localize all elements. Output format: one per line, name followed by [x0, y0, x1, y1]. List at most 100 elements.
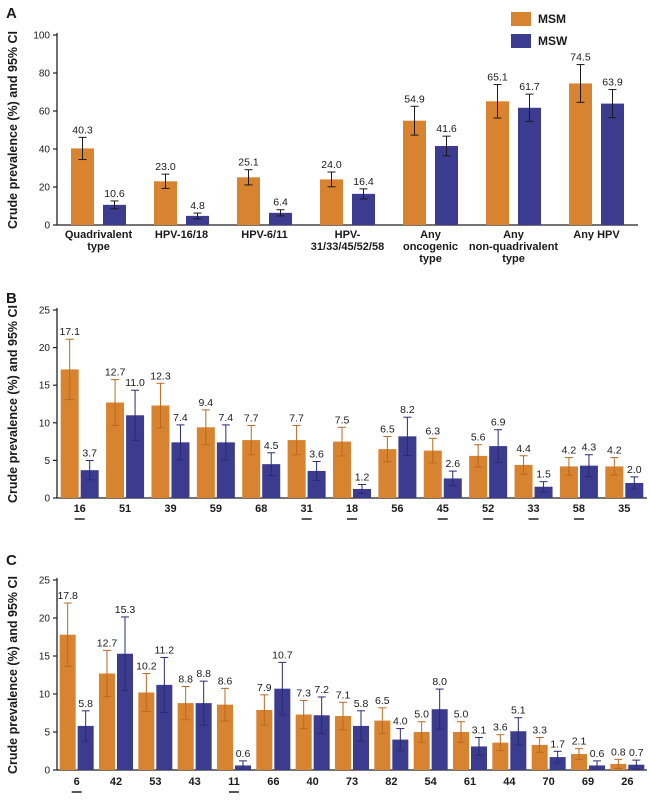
x-tick-label: 42: [110, 776, 122, 788]
bar-msw: [518, 107, 541, 225]
data-label-msw: 0.7: [629, 747, 644, 759]
y-tick-label: 20: [39, 343, 51, 354]
x-tick-label: 52: [482, 503, 494, 515]
y-tick-label: 15: [39, 381, 51, 392]
x-tick-label: 54: [425, 776, 438, 788]
y-tick-label: 5: [44, 456, 50, 467]
data-label-msm: 5.0: [414, 709, 429, 721]
bar-msw: [601, 103, 624, 225]
bar-msw: [579, 465, 598, 498]
x-tick-label: 68: [255, 503, 267, 515]
x-tick-label: 45: [437, 503, 449, 515]
y-tick-label: 25: [39, 576, 51, 587]
data-label-msw: 0.6: [236, 748, 251, 760]
data-label-msw: 5.1: [511, 705, 526, 717]
bar-msw: [398, 436, 417, 498]
y-tick-label: 20: [39, 183, 51, 194]
data-label-msw: 11.0: [125, 377, 145, 389]
x-tick-label: 53: [149, 776, 161, 788]
bar-msm: [423, 450, 442, 498]
panel-letter: C: [6, 552, 17, 569]
bar-msm: [106, 402, 125, 498]
x-tick-label: HPV-16/18: [155, 229, 208, 241]
data-label-msm: 17.8: [57, 590, 78, 602]
y-tick-label: 40: [39, 145, 51, 156]
data-label-msw: 41.6: [436, 123, 457, 135]
data-label-msw: 3.6: [309, 448, 324, 460]
bar-msm: [60, 369, 79, 498]
x-tick-label: type: [502, 253, 525, 265]
data-label-msw: 10.7: [272, 649, 293, 661]
x-tick-label: 26: [621, 776, 633, 788]
y-tick-label: 10: [39, 690, 51, 701]
y-tick-label: 60: [39, 107, 51, 118]
data-label-msw: 7.4: [219, 412, 234, 424]
data-label-msm: 5.0: [454, 709, 469, 721]
bar-msw: [262, 464, 281, 498]
data-label-msw: 4.5: [264, 440, 279, 452]
x-tick-label: 82: [385, 776, 397, 788]
bar-msm: [242, 440, 261, 498]
data-label-msw: 4.8: [190, 200, 205, 212]
data-label-msm: 7.3: [296, 687, 311, 699]
x-tick-label: Any: [503, 229, 525, 241]
x-tick-label: 6: [74, 776, 80, 788]
x-tick-label: Any: [420, 229, 442, 241]
data-label-msm: 25.1: [238, 157, 259, 169]
bar-msm: [333, 441, 351, 498]
bar-msw: [534, 486, 553, 498]
legend-label-msw: MSW: [538, 34, 568, 48]
y-tick-label: 15: [39, 652, 51, 663]
bar-msm: [196, 427, 215, 498]
data-label-msm: 8.8: [178, 674, 193, 686]
x-tick-label: 31/33/45/52/58: [311, 241, 384, 253]
data-label-msm: 65.1: [487, 72, 508, 84]
data-label-msm: 7.5: [335, 414, 350, 426]
x-tick-label: 70: [543, 776, 555, 788]
bar-msm: [71, 148, 94, 225]
bar-msm: [571, 754, 587, 770]
x-tick-label: 56: [391, 503, 403, 515]
y-tick-label: 0: [44, 221, 50, 232]
bar-msw: [126, 415, 145, 498]
data-label-msw: 4.0: [393, 716, 408, 728]
x-tick-label: 16: [74, 503, 86, 515]
x-tick-label: HPV-6/11: [241, 229, 287, 241]
data-label-msm: 12.7: [105, 367, 126, 379]
bar-msm: [403, 120, 426, 225]
x-tick-label: 59: [210, 503, 222, 515]
bar-msm: [378, 449, 397, 498]
data-label-msm: 0.8: [611, 746, 626, 758]
y-tick-label: 20: [39, 614, 51, 625]
bar-msm: [514, 464, 533, 498]
data-label-msw: 1.5: [536, 469, 551, 481]
data-label-msm: 3.6: [493, 722, 508, 734]
panel-letter: A: [6, 5, 17, 22]
x-tick-label: 73: [346, 776, 358, 788]
x-tick-label: non-quadrivalent: [469, 241, 559, 253]
x-tick-label: 33: [527, 503, 539, 515]
data-label-msw: 1.2: [355, 471, 370, 483]
data-label-msm: 6.5: [375, 695, 390, 707]
bar-msw: [216, 442, 235, 498]
bar-msm: [287, 440, 306, 498]
bar-msm: [486, 101, 509, 225]
bar-msw: [435, 145, 458, 225]
bar-msw: [80, 470, 99, 498]
data-label-msw: 6.4: [273, 197, 288, 209]
data-label-msw: 3.1: [472, 724, 487, 736]
x-tick-label: type: [87, 241, 110, 253]
bar-msw: [625, 482, 644, 498]
data-label-msm: 7.7: [244, 412, 259, 424]
y-tick-label: 0: [44, 766, 50, 777]
bar-msw: [103, 204, 126, 225]
data-label-msm: 6.5: [380, 423, 395, 435]
data-label-msw: 2.6: [445, 458, 460, 470]
x-tick-label: 40: [307, 776, 319, 788]
bar-msm: [151, 405, 170, 498]
bar-msw: [353, 725, 369, 770]
data-label-msw: 0.6: [590, 748, 605, 760]
x-tick-label: 11: [228, 776, 240, 788]
y-axis-title: Crude prevalence (%) and 95% CI: [6, 31, 20, 229]
